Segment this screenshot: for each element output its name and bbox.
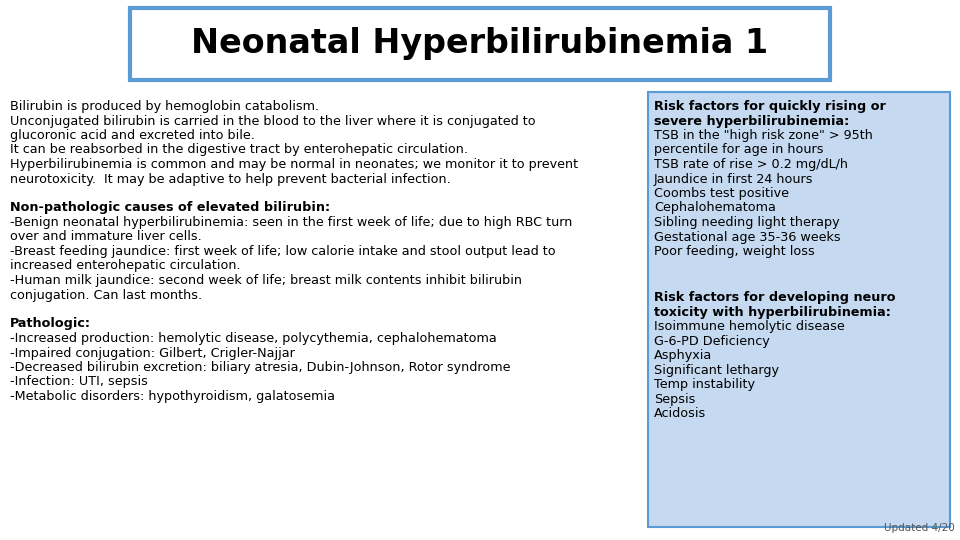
Text: G-6-PD Deficiency: G-6-PD Deficiency — [654, 335, 770, 348]
Text: -Benign neonatal hyperbilirubinemia: seen in the first week of life; due to high: -Benign neonatal hyperbilirubinemia: see… — [10, 216, 572, 229]
Text: Hyperbilirubinemia is common and may be normal in neonates; we monitor it to pre: Hyperbilirubinemia is common and may be … — [10, 158, 578, 171]
Text: glucoronic acid and excreted into bile.: glucoronic acid and excreted into bile. — [10, 129, 254, 142]
FancyBboxPatch shape — [648, 92, 950, 527]
Text: Gestational age 35-36 weeks: Gestational age 35-36 weeks — [654, 231, 841, 244]
Text: It can be reabsorbed in the digestive tract by enterohepatic circulation.: It can be reabsorbed in the digestive tr… — [10, 144, 468, 157]
Text: Poor feeding, weight loss: Poor feeding, weight loss — [654, 245, 815, 258]
Text: over and immature liver cells.: over and immature liver cells. — [10, 231, 202, 244]
Text: Pathologic:: Pathologic: — [10, 318, 91, 330]
Text: Temp instability: Temp instability — [654, 379, 755, 392]
Text: Significant lethargy: Significant lethargy — [654, 364, 779, 377]
Text: conjugation. Can last months.: conjugation. Can last months. — [10, 288, 203, 301]
Text: -Infection: UTI, sepsis: -Infection: UTI, sepsis — [10, 375, 148, 388]
Text: -Breast feeding jaundice: first week of life; low calorie intake and stool outpu: -Breast feeding jaundice: first week of … — [10, 245, 556, 258]
Text: -Human milk jaundice: second week of life; breast milk contents inhibit bilirubi: -Human milk jaundice: second week of lif… — [10, 274, 522, 287]
Text: Risk factors for developing neuro: Risk factors for developing neuro — [654, 292, 896, 305]
Text: Sepsis: Sepsis — [654, 393, 695, 406]
Text: Cephalohematoma: Cephalohematoma — [654, 201, 776, 214]
Text: Neonatal Hyperbilirubinemia 1: Neonatal Hyperbilirubinemia 1 — [191, 28, 769, 60]
Text: percentile for age in hours: percentile for age in hours — [654, 144, 824, 157]
Text: TSB rate of rise > 0.2 mg/dL/h: TSB rate of rise > 0.2 mg/dL/h — [654, 158, 848, 171]
Text: toxicity with hyperbilirubinemia:: toxicity with hyperbilirubinemia: — [654, 306, 891, 319]
Text: -Increased production: hemolytic disease, polycythemia, cephalohematoma: -Increased production: hemolytic disease… — [10, 332, 496, 345]
Text: -Decreased bilirubin excretion: biliary atresia, Dubin-Johnson, Rotor syndrome: -Decreased bilirubin excretion: biliary … — [10, 361, 511, 374]
FancyBboxPatch shape — [130, 8, 830, 80]
Text: Acidosis: Acidosis — [654, 407, 707, 421]
Text: -Metabolic disorders: hypothyroidism, galatosemia: -Metabolic disorders: hypothyroidism, ga… — [10, 390, 335, 403]
Text: -Impaired conjugation: Gilbert, Crigler-Najjar: -Impaired conjugation: Gilbert, Crigler-… — [10, 347, 295, 360]
Text: neurotoxicity.  It may be adaptive to help prevent bacterial infection.: neurotoxicity. It may be adaptive to hel… — [10, 172, 451, 186]
Text: TSB in the "high risk zone" > 95th: TSB in the "high risk zone" > 95th — [654, 129, 873, 142]
Text: Risk factors for quickly rising or: Risk factors for quickly rising or — [654, 100, 886, 113]
Text: Unconjugated bilirubin is carried in the blood to the liver where it is conjugat: Unconjugated bilirubin is carried in the… — [10, 114, 536, 127]
Text: Isoimmune hemolytic disease: Isoimmune hemolytic disease — [654, 320, 845, 333]
Text: Sibling needing light therapy: Sibling needing light therapy — [654, 216, 840, 229]
Text: Coombs test positive: Coombs test positive — [654, 187, 789, 200]
Text: Bilirubin is produced by hemoglobin catabolism.: Bilirubin is produced by hemoglobin cata… — [10, 100, 319, 113]
Text: Asphyxia: Asphyxia — [654, 349, 712, 362]
Text: Jaundice in first 24 hours: Jaundice in first 24 hours — [654, 172, 813, 186]
Text: severe hyperbilirubinemia:: severe hyperbilirubinemia: — [654, 114, 850, 127]
Text: Non-pathologic causes of elevated bilirubin:: Non-pathologic causes of elevated biliru… — [10, 201, 330, 214]
Text: Updated 4/20: Updated 4/20 — [884, 523, 955, 533]
Text: increased enterohepatic circulation.: increased enterohepatic circulation. — [10, 260, 241, 273]
